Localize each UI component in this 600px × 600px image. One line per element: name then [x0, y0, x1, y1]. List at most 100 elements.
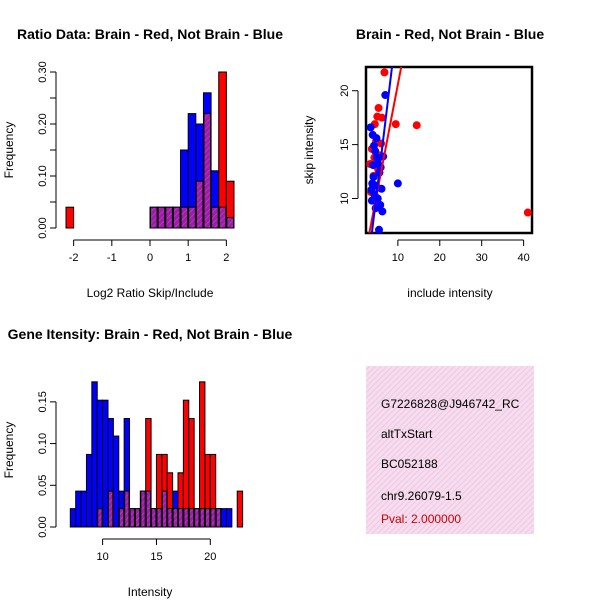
intensity-overlap-bar — [210, 508, 216, 528]
intensity-y-axis: 0.00 0.05 0.10 0.15 — [37, 391, 57, 538]
scatter-point-not-brain — [369, 172, 378, 181]
ratio-y-axis-tick-label: 0.30 — [37, 61, 49, 82]
intensity-x-axis-tick-label: 10 — [96, 551, 108, 563]
intensity-bar — [102, 399, 109, 528]
intensity-bars — [69, 381, 244, 528]
info-event-text: altTxStart — [381, 427, 433, 441]
scatter-fit-line-not-brain — [370, 67, 393, 233]
scatter-y-axis-tick-label: 15 — [339, 138, 351, 150]
intensity-overlap-bar — [161, 490, 168, 528]
ratio-overlap-bar — [150, 206, 158, 229]
scatter-point-brain — [523, 208, 532, 217]
intensity-overlap-bar — [129, 508, 135, 528]
ratio-bars — [65, 71, 235, 229]
ratio-overlap-bar — [188, 206, 196, 229]
scatter-x-axis: 10 20 30 40 — [392, 239, 530, 264]
ratio-x-axis-tick-label: 0 — [147, 252, 153, 264]
ratio-y-axis: 0.00 0.10 0.20 0.30 — [37, 61, 57, 239]
ratio-overlap-bar — [218, 206, 227, 229]
intensity-bar — [91, 381, 98, 528]
intensity-y-axis-tick-label: 0.00 — [37, 516, 49, 537]
intensity-bar — [199, 381, 206, 528]
intensity-y-axis-tick-label: 0.10 — [37, 433, 49, 454]
intensity-overlap-bar — [140, 490, 146, 528]
intensity-bar — [69, 508, 77, 528]
scatter-point-brain — [374, 103, 383, 112]
ratio-x-axis-tick-label: 1 — [185, 252, 191, 264]
ratio-overlap-bar — [172, 206, 181, 229]
intensity-bar — [85, 453, 93, 528]
intensity-overlap-bar — [134, 508, 141, 528]
info-panel: G7226828@J946742_RC altTxStart BC052188 … — [366, 366, 534, 534]
intensity-bar — [80, 490, 87, 528]
ratio-overlap-bar — [165, 206, 173, 229]
scatter-y-axis: 10 15 20 — [339, 85, 359, 205]
intensity-overlap-bar — [194, 508, 200, 528]
scatter-point-not-brain — [378, 207, 387, 216]
ratio-y-axis-tick-label: 0.10 — [37, 165, 49, 186]
scatter-x-label: include intensity — [407, 286, 492, 300]
scatter-y-axis-tick-label: 10 — [339, 192, 351, 204]
ratio-x-axis: -2 -1 0 1 2 — [69, 239, 229, 264]
intensity-histogram-panel: Gene Itensity: Brain - Red, Not Brain - … — [2, 326, 293, 599]
info-location-text: chr9.26079-1.5 — [381, 489, 462, 503]
ratio-y-axis-tick-label: 0.20 — [37, 113, 49, 134]
info-id-text: G7226828@J946742_RC — [381, 397, 520, 411]
intensity-x-axis: 10 15 20 — [96, 538, 216, 563]
intensity-overlap-bar — [183, 508, 189, 528]
intensity-overlap-bar — [156, 508, 162, 528]
scatter-points — [366, 67, 532, 233]
ratio-chart-title: Ratio Data: Brain - Red, Not Brain - Blu… — [17, 26, 283, 42]
scatter-clip-group — [366, 67, 532, 233]
scatter-point-not-brain — [374, 225, 383, 233]
intensity-bar — [75, 490, 82, 528]
intensity-y-label: Frequency — [2, 422, 16, 479]
intensity-overlap-bar — [151, 508, 157, 528]
scatter-chart-title: Brain - Red, Not Brain - Blue — [356, 26, 544, 42]
intensity-x-axis-tick-label: 20 — [204, 551, 216, 563]
ratio-overlap-bar — [157, 206, 166, 229]
scatter-point-not-brain — [367, 196, 376, 205]
ratio-x-axis-tick-label: 2 — [223, 252, 229, 264]
intensity-y-axis-tick-label: 0.05 — [37, 475, 49, 496]
intensity-x-label: Intensity — [128, 585, 173, 599]
scatter-point-brain — [391, 120, 400, 129]
ratio-x-label: Log2 Ratio Skip/Include — [87, 286, 214, 300]
scatter-point-brain — [412, 121, 421, 130]
ratio-y-label: Frequency — [2, 122, 16, 179]
ratio-x-axis-tick-label: -1 — [107, 252, 117, 264]
info-panel-background — [366, 366, 534, 534]
intensity-bar — [96, 399, 104, 528]
intensity-chart-title: Gene Itensity: Brain - Red, Not Brain - … — [8, 326, 293, 342]
scatter-point-not-brain — [369, 161, 378, 170]
intensity-bar — [225, 508, 233, 528]
intensity-overlap-bar — [124, 490, 130, 528]
scatter-point-brain — [380, 68, 389, 77]
intensity-overlap-bar — [118, 508, 125, 528]
intensity-overlap-bar — [188, 508, 195, 528]
scatter-point-not-brain — [371, 147, 380, 156]
intensity-bar — [182, 399, 190, 528]
intensity-bar — [112, 435, 120, 528]
intensity-overlap-bar — [167, 508, 173, 528]
info-accession-text: BC052188 — [381, 457, 438, 471]
intensity-overlap-bar — [172, 508, 179, 528]
intensity-x-axis-tick-label: 15 — [150, 551, 162, 563]
scatter-point-not-brain — [372, 153, 381, 162]
scatter-point-not-brain — [377, 184, 386, 193]
intensity-bar — [236, 490, 244, 528]
intensity-overlap-bar — [215, 508, 222, 528]
ratio-bar — [65, 206, 75, 229]
intensity-overlap-bar — [204, 508, 211, 528]
ratio-bar — [218, 71, 227, 229]
ratio-overlap-bar — [195, 180, 204, 229]
info-pval-text: Pval: 2.000000 — [381, 512, 461, 526]
scatter-point-brain — [377, 113, 386, 122]
intensity-y-axis-tick-label: 0.15 — [37, 391, 49, 412]
intensity-overlap-bar — [178, 508, 184, 528]
scatter-x-axis-tick-label: 10 — [392, 252, 404, 264]
scatter-x-axis-tick-label: 30 — [476, 252, 488, 264]
intensity-overlap-bar — [108, 490, 114, 528]
ratio-overlap-bar — [180, 206, 189, 229]
